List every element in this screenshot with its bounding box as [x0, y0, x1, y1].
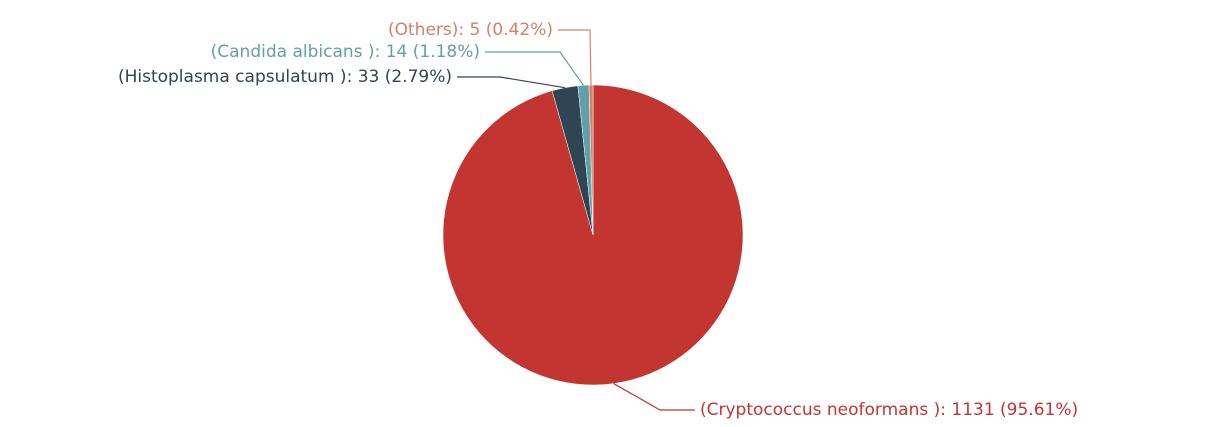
- slice-label: (Cryptococcus neoformans ): 1131 (95.61%…: [700, 400, 1078, 420]
- slice-label-name: (Histoplasma capsulatum ): [118, 67, 347, 87]
- slice-label-value: : 1131 (95.61%): [940, 400, 1078, 420]
- leader-line: [457, 76, 565, 89]
- slice-label: (Histoplasma capsulatum ): 33 (2.79%): [118, 67, 452, 87]
- leader-line: [558, 29, 592, 86]
- slice-label: (Candida albicans ): 14 (1.18%): [211, 42, 480, 62]
- pie-slice: [442, 84, 744, 386]
- slice-label-name: (Candida albicans ): [211, 42, 375, 62]
- pie-slice: [588, 84, 594, 236]
- leader-line: [613, 383, 695, 411]
- slice-label-name: (Cryptococcus neoformans ): [700, 400, 940, 420]
- slice-label-name: (Others): [388, 20, 458, 40]
- slice-label-value: : 33 (2.79%): [347, 67, 452, 87]
- slice-label-value: : 14 (1.18%): [375, 42, 480, 62]
- slice-label-value: : 5 (0.42%): [458, 20, 553, 40]
- slice-label: (Others): 5 (0.42%): [388, 20, 553, 40]
- leader-line: [485, 51, 584, 86]
